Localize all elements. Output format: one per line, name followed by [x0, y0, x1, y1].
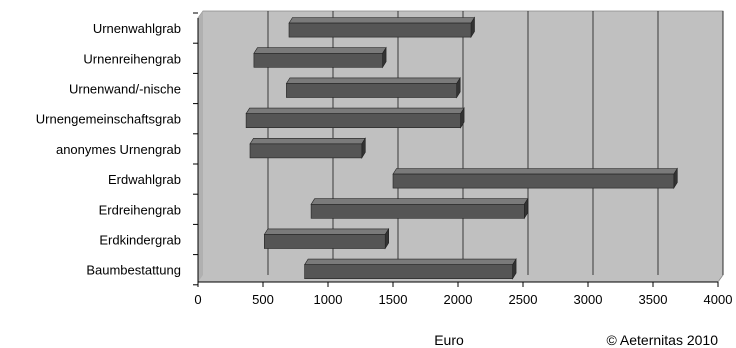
bar-anonymes-urnengrab [249, 137, 366, 159]
bar-front-face [288, 22, 472, 38]
bar-top-face [304, 258, 517, 266]
bar-erdwahlgrab [392, 167, 678, 190]
bar-front-face [263, 234, 386, 249]
bar-top-face [245, 107, 465, 114]
bar-urnengemeinschaftsgrab [245, 107, 465, 129]
x-tick-label: 500 [252, 292, 274, 307]
bar-urnenwand-nische [285, 76, 461, 99]
x-axis-title: Euro [434, 332, 464, 348]
x-tick-label: 3000 [574, 292, 603, 307]
bar-top-face [310, 198, 529, 205]
bar-top-face [253, 47, 387, 54]
bar-front-face [249, 143, 363, 159]
category-label: Baumbestattung [86, 263, 181, 278]
x-tick-label: 2500 [509, 292, 538, 307]
bar-baumbestattung [304, 258, 517, 280]
plot-side-wall [198, 11, 203, 282]
category-label: Urnenwand/-nische [69, 82, 181, 97]
x-tick-label: 0 [194, 292, 201, 307]
category-label: Erdkindergrab [99, 233, 181, 248]
category-label: Urnenreihengrab [83, 51, 181, 66]
bar-front-face [245, 113, 461, 128]
category-labels: Urnenwahlgrab Urnenreihengrab Urnenwand/-n… [36, 21, 181, 278]
category-label: Urnengemeinschaftsgrab [36, 112, 181, 127]
bar-erdkindergrab [263, 227, 390, 250]
copyright-credit: © Aeternitas 2010 [606, 332, 718, 348]
bar-top-face [285, 77, 461, 84]
x-tick-label: 2000 [444, 292, 473, 307]
bar-top-face [263, 228, 390, 235]
bar-front-face [253, 52, 383, 68]
bar-front-face [392, 173, 675, 189]
category-label: Urnenwahlgrab [93, 21, 181, 36]
bars [245, 16, 678, 280]
x-tick-labels: 0 500 1000 1500 2000 2500 3000 3500 4000 [194, 292, 732, 307]
x-tick-label: 1000 [314, 292, 343, 307]
category-label: Erdwahlgrab [108, 172, 181, 187]
bar-top-face [392, 168, 678, 175]
x-tick-label: 1500 [379, 292, 408, 307]
bar-top-face [288, 17, 476, 24]
x-tick-label: 4000 [704, 292, 733, 307]
category-label: anonymes Urnengrab [56, 142, 181, 157]
bar-urnenreihengrab [253, 46, 387, 69]
bar-urnenwahlgrab [288, 16, 476, 39]
bar-top-face [249, 138, 366, 145]
category-label: Erdreihengrab [99, 202, 181, 217]
bar-front-face [304, 264, 513, 280]
bar-front-face [286, 83, 457, 98]
bar-erdreihengrab [310, 197, 529, 220]
x-tick-label: 3500 [639, 292, 668, 307]
bar-front-face [310, 204, 525, 219]
